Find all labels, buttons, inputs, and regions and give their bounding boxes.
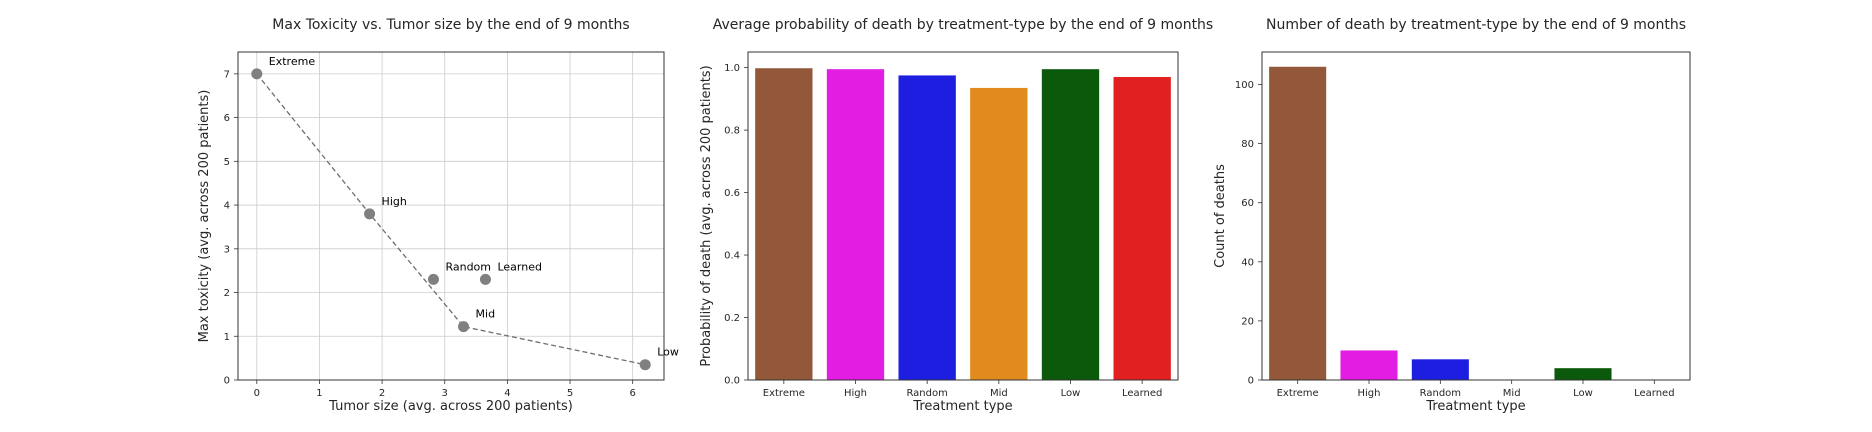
point-annotation: Extreme xyxy=(269,55,316,68)
x-tick-label: Learned xyxy=(1122,388,1162,399)
y-tick-label: 0.8 xyxy=(724,126,740,137)
y-tick-label: 60 xyxy=(1241,198,1254,209)
y-axis-label: Count of deaths xyxy=(1213,164,1228,268)
point-annotation: High xyxy=(382,195,407,208)
y-axis-label: Max toxicity (avg. across 200 patients) xyxy=(197,90,212,343)
y-tick-label: 1.0 xyxy=(724,63,740,74)
bar-extreme xyxy=(755,68,813,381)
y-tick-label: 7 xyxy=(224,69,230,80)
y-tick-label: 5 xyxy=(224,157,230,168)
y-tick-label: 0 xyxy=(1248,376,1254,387)
x-tick-label: Random xyxy=(906,388,947,399)
point-annotation: Learned xyxy=(497,260,542,273)
bar-mid xyxy=(970,87,1028,380)
y-tick-label: 80 xyxy=(1241,139,1254,150)
axes-frame xyxy=(747,51,1179,381)
chart-title: Number of death by treatment-type by the… xyxy=(1266,17,1686,33)
y-tick-label: 0.4 xyxy=(724,251,740,262)
y-tick-label: 3 xyxy=(224,244,230,255)
scatter-point xyxy=(458,321,470,333)
x-tick-label: Learned xyxy=(1634,388,1674,399)
x-tick-label: Random xyxy=(1420,388,1461,399)
scatter-point xyxy=(427,273,439,285)
scatter-point xyxy=(251,68,263,80)
y-tick-label: 6 xyxy=(224,113,230,124)
bar-extreme xyxy=(1269,66,1327,380)
x-tick-label: 2 xyxy=(379,388,385,399)
bar-low xyxy=(1041,69,1100,380)
y-tick-label: 20 xyxy=(1241,316,1254,327)
x-tick-label: Mid xyxy=(990,388,1008,399)
x-tick-label: High xyxy=(844,388,867,399)
point-annotation: Low xyxy=(657,346,679,359)
bar-high xyxy=(1340,350,1398,380)
y-tick-label: 1 xyxy=(224,332,230,343)
chart-panel-1: Max Toxicity vs. Tumor size by the end o… xyxy=(197,17,679,414)
y-tick-label: 0.2 xyxy=(724,313,740,324)
scatter-point xyxy=(364,208,376,220)
bar-random xyxy=(898,75,956,380)
x-axis-label: Tumor size (avg. across 200 patients) xyxy=(328,399,573,414)
x-tick-label: 0 xyxy=(254,388,260,399)
point-annotation: Random xyxy=(445,260,491,273)
x-tick-label: 5 xyxy=(567,388,573,399)
y-axis-label: Probability of death (avg. across 200 pa… xyxy=(699,65,714,366)
x-tick-label: 3 xyxy=(442,388,448,399)
x-tick-label: High xyxy=(1358,388,1381,399)
y-tick-label: 2 xyxy=(224,288,230,299)
axes-frame xyxy=(1261,51,1691,381)
bar-high xyxy=(826,69,885,380)
trend-line xyxy=(256,73,646,366)
x-tick-label: 1 xyxy=(316,388,322,399)
x-axis-label: Treatment type xyxy=(1425,399,1525,414)
x-tick-label: Extreme xyxy=(763,388,805,399)
chart-title: Average probability of death by treatmen… xyxy=(713,17,1213,33)
chart-title: Max Toxicity vs. Tumor size by the end o… xyxy=(272,17,629,33)
bar-random xyxy=(1411,359,1469,380)
y-tick-label: 0.0 xyxy=(724,376,740,387)
x-tick-label: 6 xyxy=(629,388,635,399)
y-tick-label: 0 xyxy=(224,376,230,387)
y-tick-label: 40 xyxy=(1241,257,1254,268)
chart-panel-3: Number of death by treatment-type by the… xyxy=(1213,17,1691,414)
bar-learned xyxy=(1113,76,1171,380)
bar-low xyxy=(1554,368,1612,380)
axes-frame xyxy=(237,51,665,381)
x-tick-label: 4 xyxy=(504,388,510,399)
chart-panel-2: Average probability of death by treatmen… xyxy=(699,17,1213,414)
y-tick-label: 100 xyxy=(1235,80,1254,91)
scatter-point xyxy=(639,359,651,371)
point-annotation: Mid xyxy=(476,308,496,321)
x-tick-label: Extreme xyxy=(1277,388,1319,399)
scatter-point xyxy=(479,273,491,285)
x-axis-label: Treatment type xyxy=(912,399,1012,414)
x-tick-label: Low xyxy=(1061,388,1081,399)
y-tick-label: 0.6 xyxy=(724,188,740,199)
x-tick-label: Low xyxy=(1573,388,1593,399)
y-tick-label: 4 xyxy=(224,201,230,212)
x-tick-label: Mid xyxy=(1503,388,1521,399)
